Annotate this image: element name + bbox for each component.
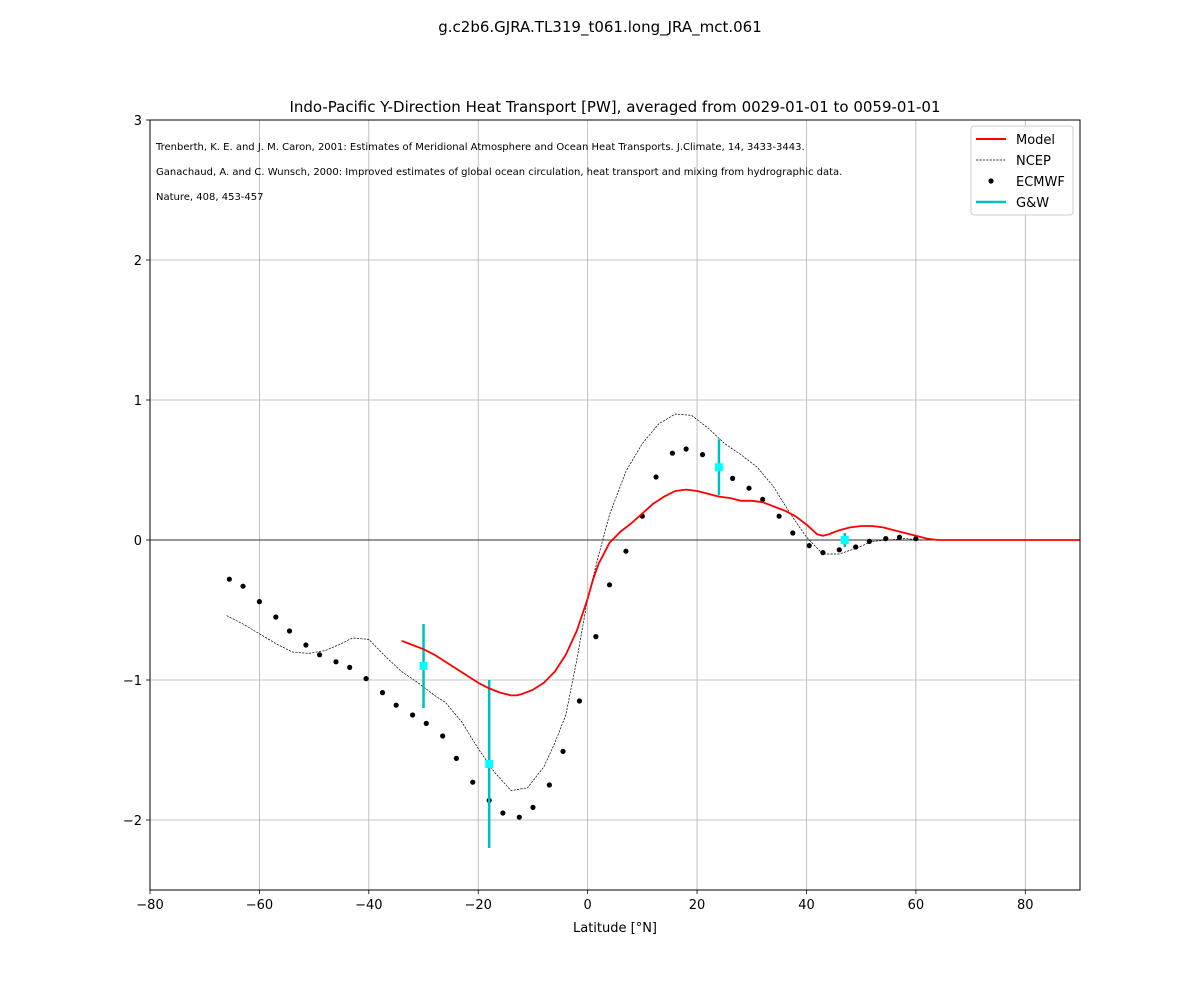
x-tick-label: 20 (689, 898, 706, 913)
ecmwf-point (896, 534, 903, 540)
x-tick-label: 60 (908, 898, 925, 913)
y-tick-label: 0 (134, 534, 142, 549)
ecmwf-point (453, 755, 459, 762)
annotation-ganachaud: Ganachaud, A. and C. Wunsch, 2000: Impro… (156, 167, 842, 178)
ecmwf-point (347, 664, 353, 671)
legend-ecmwf-label: ECMWF (1016, 175, 1065, 190)
ecmwf-point (836, 547, 842, 553)
ecmwf-point (760, 496, 766, 502)
model-line (401, 488, 1080, 697)
x-tick-label: −60 (246, 898, 273, 913)
ecmwf-point (913, 536, 919, 542)
ecmwf-point (303, 642, 309, 648)
ecmwf-point (576, 698, 583, 704)
ecmwf-point (379, 690, 386, 696)
ecmwf-point (623, 548, 629, 554)
x-tick-label: 0 (584, 898, 592, 913)
y-tick-label: 2 (134, 254, 142, 269)
legend-model-label: Model (1016, 133, 1055, 148)
gw-marker (419, 662, 428, 670)
ecmwf-point (516, 814, 522, 820)
plot-series (226, 413, 1080, 848)
ecmwf-point (546, 782, 552, 788)
ecmwf-point (593, 634, 599, 640)
x-tick-label: −40 (355, 898, 382, 913)
ecmwf-point (530, 804, 536, 811)
ecmwf-point (273, 614, 279, 620)
ecmwf-point (883, 536, 889, 542)
ecmwf-point (256, 599, 263, 605)
ecmwf-point (286, 628, 293, 634)
axis-ticks: −80 −60 −40 −20 0 20 40 60 80 −2 −1 0 1 2 3 (123, 114, 1034, 913)
ecmwf-point (746, 485, 752, 491)
plot-frame (149, 119, 1081, 891)
y-tick-label: 1 (134, 394, 142, 409)
ecmwf-point (240, 583, 246, 589)
gw-marker (714, 463, 723, 472)
x-tick-label: 40 (798, 898, 815, 913)
figure-suptitle: g.c2b6.GJRA.TL319_t061.long_JRA_mct.061 (438, 18, 761, 37)
ecmwf-point (699, 452, 706, 458)
ecmwf-point (409, 712, 416, 718)
x-tick-label: −80 (136, 898, 163, 913)
annotation-trenberth: Trenberth, K. E. and J. M. Caron, 2001: … (155, 142, 805, 153)
x-axis-label: Latitude [°N] (573, 921, 657, 936)
ecmwf-point (423, 720, 429, 727)
ecmwf-point (866, 538, 872, 545)
x-tick-label: 80 (1017, 898, 1034, 913)
legend: Model NCEP ECMWF G&W (970, 125, 1074, 216)
ecmwf-point (653, 474, 659, 480)
chart-title: Indo-Pacific Y-Direction Heat Transport … (289, 98, 940, 116)
annotation-nature: Nature, 408, 453-457 (156, 192, 264, 203)
ecmwf-point (560, 748, 566, 755)
ecmwf-point (470, 779, 476, 785)
ecmwf-point (806, 543, 812, 549)
ecmwf-point (363, 676, 369, 682)
ecmwf-point (226, 576, 232, 582)
y-tick-label: 3 (134, 114, 142, 129)
ecmwf-point (776, 513, 782, 519)
ecmwf-point (316, 652, 323, 658)
ecmwf-point (853, 544, 859, 550)
ecmwf-point (393, 702, 399, 708)
ecmwf-point (790, 530, 796, 536)
ecmwf-point (606, 582, 613, 588)
ecmwf-point (440, 733, 446, 739)
ecmwf-point (333, 659, 339, 665)
y-tick-label: −1 (123, 674, 142, 689)
legend-ecmwf-swatch (988, 178, 994, 184)
legend-ncep-label: NCEP (1016, 154, 1051, 169)
ecmwf-point (820, 550, 826, 556)
grid-lines (149, 119, 1080, 890)
gw-marker (485, 760, 494, 768)
ncep-line (226, 413, 922, 791)
gw-marker (840, 536, 849, 544)
ecmwf-point (683, 446, 689, 452)
ecmwf-point (500, 810, 506, 816)
legend-box (970, 125, 1074, 216)
ecmwf-point (730, 475, 736, 481)
legend-gw-label: G&W (1016, 196, 1049, 211)
y-tick-label: −2 (123, 814, 142, 829)
ecmwf-point (669, 450, 676, 456)
x-tick-label: −20 (465, 898, 492, 913)
